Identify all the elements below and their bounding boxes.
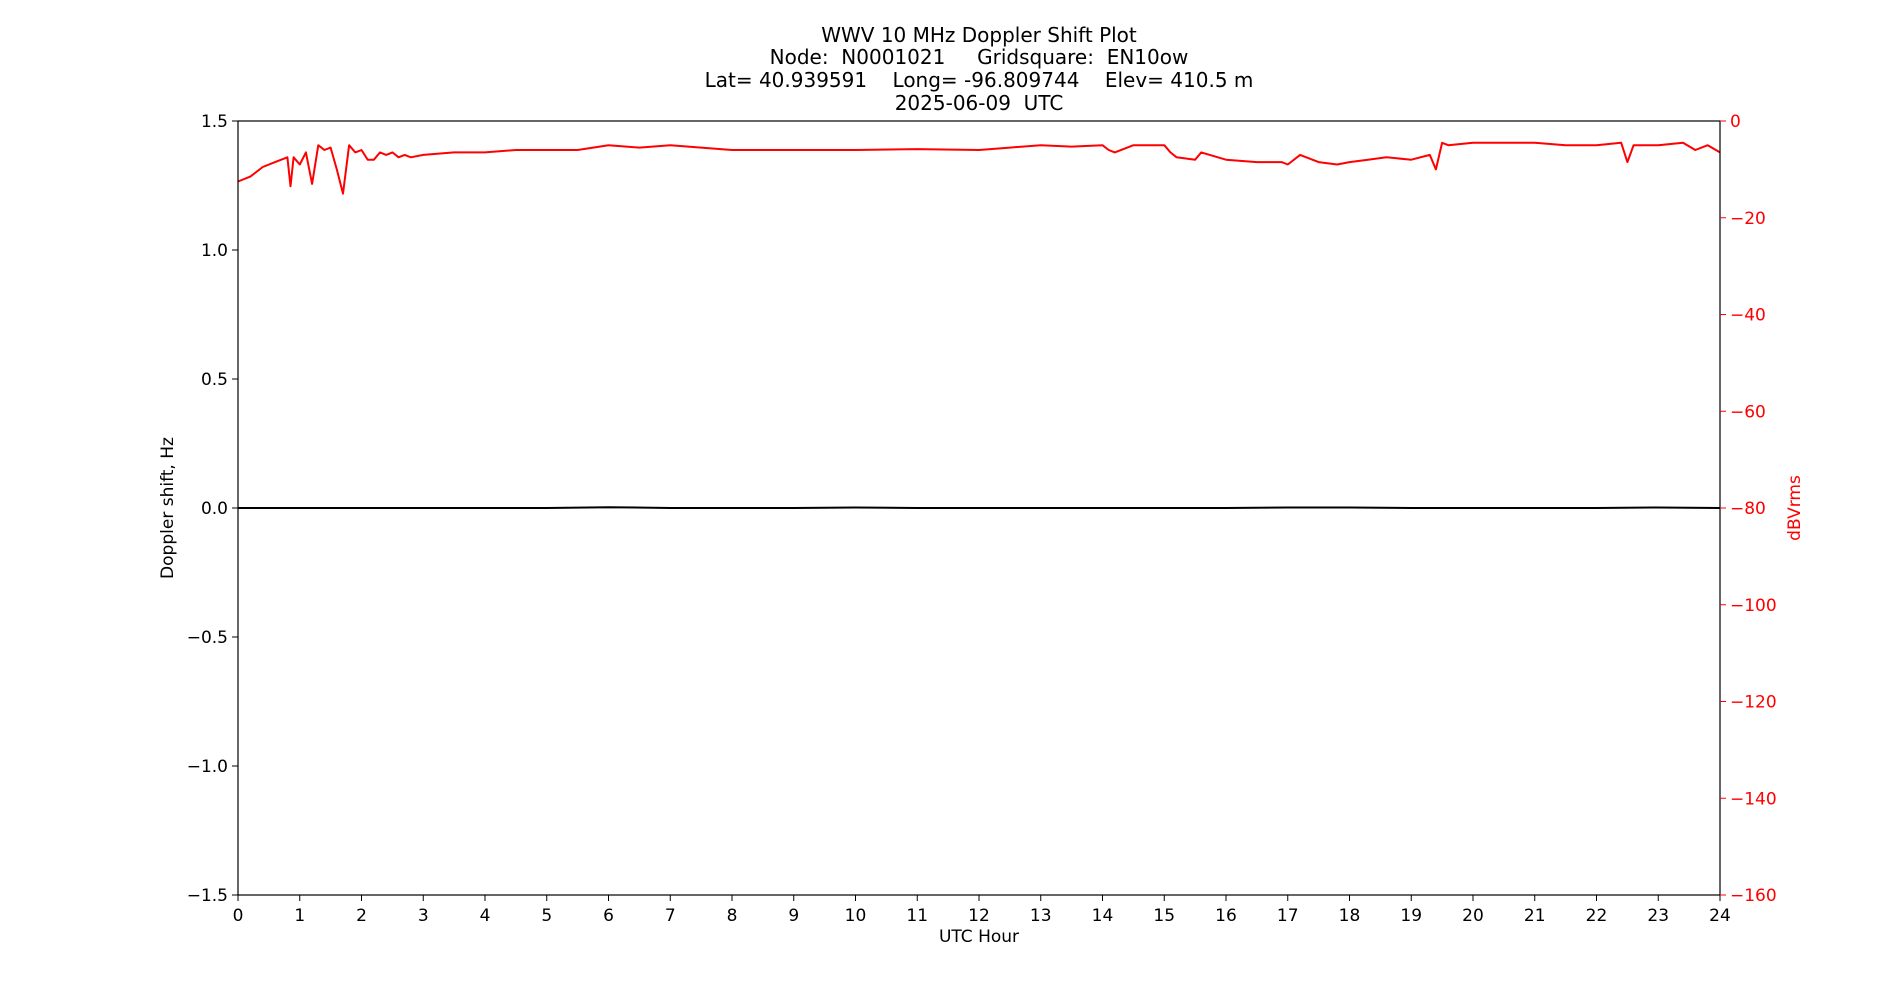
title-line-4: 2025-06-09 UTC [895,91,1064,115]
y2-tick-label: −160 [1730,886,1777,906]
y2-tick-label: −20 [1730,209,1766,229]
y-tick-label: −0.5 [187,628,228,648]
y2-tick-label: −60 [1730,402,1766,422]
x-tick-label: 3 [418,906,429,926]
x-tick-label: 6 [603,906,614,926]
y2-tick-label: −120 [1730,693,1777,713]
y-axis-left: 1.5 1.0 0.5 0.0 −0.5 −1.0 −1.5 [187,112,238,906]
x-tick-label: 5 [541,906,552,926]
x-tick-label: 12 [968,906,990,926]
power-series-line [237,141,1721,195]
x-tick-label: 13 [1030,906,1052,926]
y2-tick-label: −40 [1730,306,1766,326]
y-tick-label: −1.0 [187,757,228,777]
y2-tick-label: −140 [1730,789,1777,809]
x-tick-label: 4 [480,906,491,926]
y2-tick-label: −100 [1730,596,1777,616]
y-axis-right: 0 −20 −40 −60 −80 −100 −120 −140 −160 [1720,112,1777,906]
x-tick-label: 17 [1277,906,1299,926]
x-tick-label: 24 [1709,906,1731,926]
x-tick-label: 19 [1400,906,1422,926]
y-tick-label: 0.0 [201,499,228,519]
title-line-1: WWV 10 MHz Doppler Shift Plot [821,23,1137,47]
x-axis: 0 1 2 3 4 5 6 7 8 9 10 11 12 13 14 15 16 17 18 19 20 21 22 23 24 [233,895,1731,926]
x-tick-label: 11 [906,906,928,926]
x-tick-label: 16 [1215,906,1237,926]
y-tick-label: 1.5 [201,112,228,132]
x-tick-label: 15 [1153,906,1175,926]
y2-tick-label: 0 [1730,112,1741,132]
x-tick-label: 20 [1462,906,1484,926]
x-tick-label: 0 [233,906,244,926]
x-tick-label: 7 [665,906,676,926]
x-axis-label: UTC Hour [939,927,1019,947]
x-tick-label: 23 [1647,906,1669,926]
x-tick-label: 8 [727,906,738,926]
y-tick-label: 0.5 [201,370,228,390]
x-tick-label: 21 [1524,906,1546,926]
y2-tick-label: −80 [1730,499,1766,519]
doppler-series-line [238,506,1721,509]
y-tick-label: −1.5 [187,886,228,906]
title-line-2: Node: N0001021 Gridsquare: EN10ow [770,45,1189,69]
x-tick-label: 14 [1092,906,1114,926]
x-tick-label: 9 [788,906,799,926]
y2-axis-label: dBVrms [1785,475,1805,541]
y-axis-label: Doppler shift, Hz [158,437,178,579]
x-tick-label: 10 [845,906,867,926]
chart-title: WWV 10 MHz Doppler Shift Plot Node: N000… [705,23,1254,115]
title-line-3: Lat= 40.939591 Long= -96.809744 Elev= 41… [705,68,1254,92]
x-tick-label: 1 [294,906,305,926]
x-tick-label: 22 [1586,906,1608,926]
series-layer [237,141,1721,509]
y-tick-label: 1.0 [201,241,228,261]
x-tick-label: 2 [356,906,367,926]
x-tick-label: 18 [1339,906,1361,926]
